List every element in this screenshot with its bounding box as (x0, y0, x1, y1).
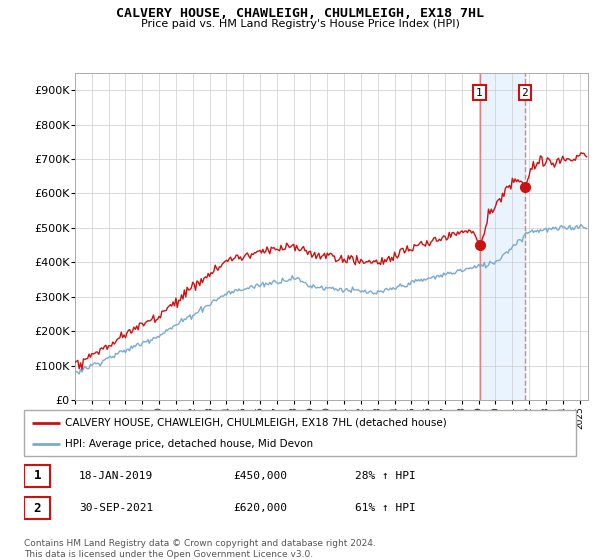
FancyBboxPatch shape (24, 410, 576, 456)
Text: CALVERY HOUSE, CHAWLEIGH, CHULMLEIGH, EX18 7HL (detached house): CALVERY HOUSE, CHAWLEIGH, CHULMLEIGH, EX… (65, 418, 447, 428)
Text: 1: 1 (34, 469, 41, 483)
Text: £450,000: £450,000 (234, 471, 288, 481)
Bar (479, 73, 525, 400)
Text: £620,000: £620,000 (234, 503, 288, 513)
Text: 28% ↑ HPI: 28% ↑ HPI (355, 471, 416, 481)
Text: 2: 2 (521, 87, 529, 97)
Text: 30-SEP-2021: 30-SEP-2021 (79, 503, 154, 513)
Text: 61% ↑ HPI: 61% ↑ HPI (355, 503, 416, 513)
Text: Price paid vs. HM Land Registry's House Price Index (HPI): Price paid vs. HM Land Registry's House … (140, 19, 460, 29)
Text: 18-JAN-2019: 18-JAN-2019 (79, 471, 154, 481)
Text: Contains HM Land Registry data © Crown copyright and database right 2024.
This d: Contains HM Land Registry data © Crown c… (24, 539, 376, 559)
FancyBboxPatch shape (24, 465, 50, 487)
Text: HPI: Average price, detached house, Mid Devon: HPI: Average price, detached house, Mid … (65, 439, 314, 449)
Text: 2: 2 (34, 502, 41, 515)
Text: 1: 1 (476, 87, 483, 97)
Text: CALVERY HOUSE, CHAWLEIGH, CHULMLEIGH, EX18 7HL: CALVERY HOUSE, CHAWLEIGH, CHULMLEIGH, EX… (116, 7, 484, 20)
FancyBboxPatch shape (24, 497, 50, 519)
